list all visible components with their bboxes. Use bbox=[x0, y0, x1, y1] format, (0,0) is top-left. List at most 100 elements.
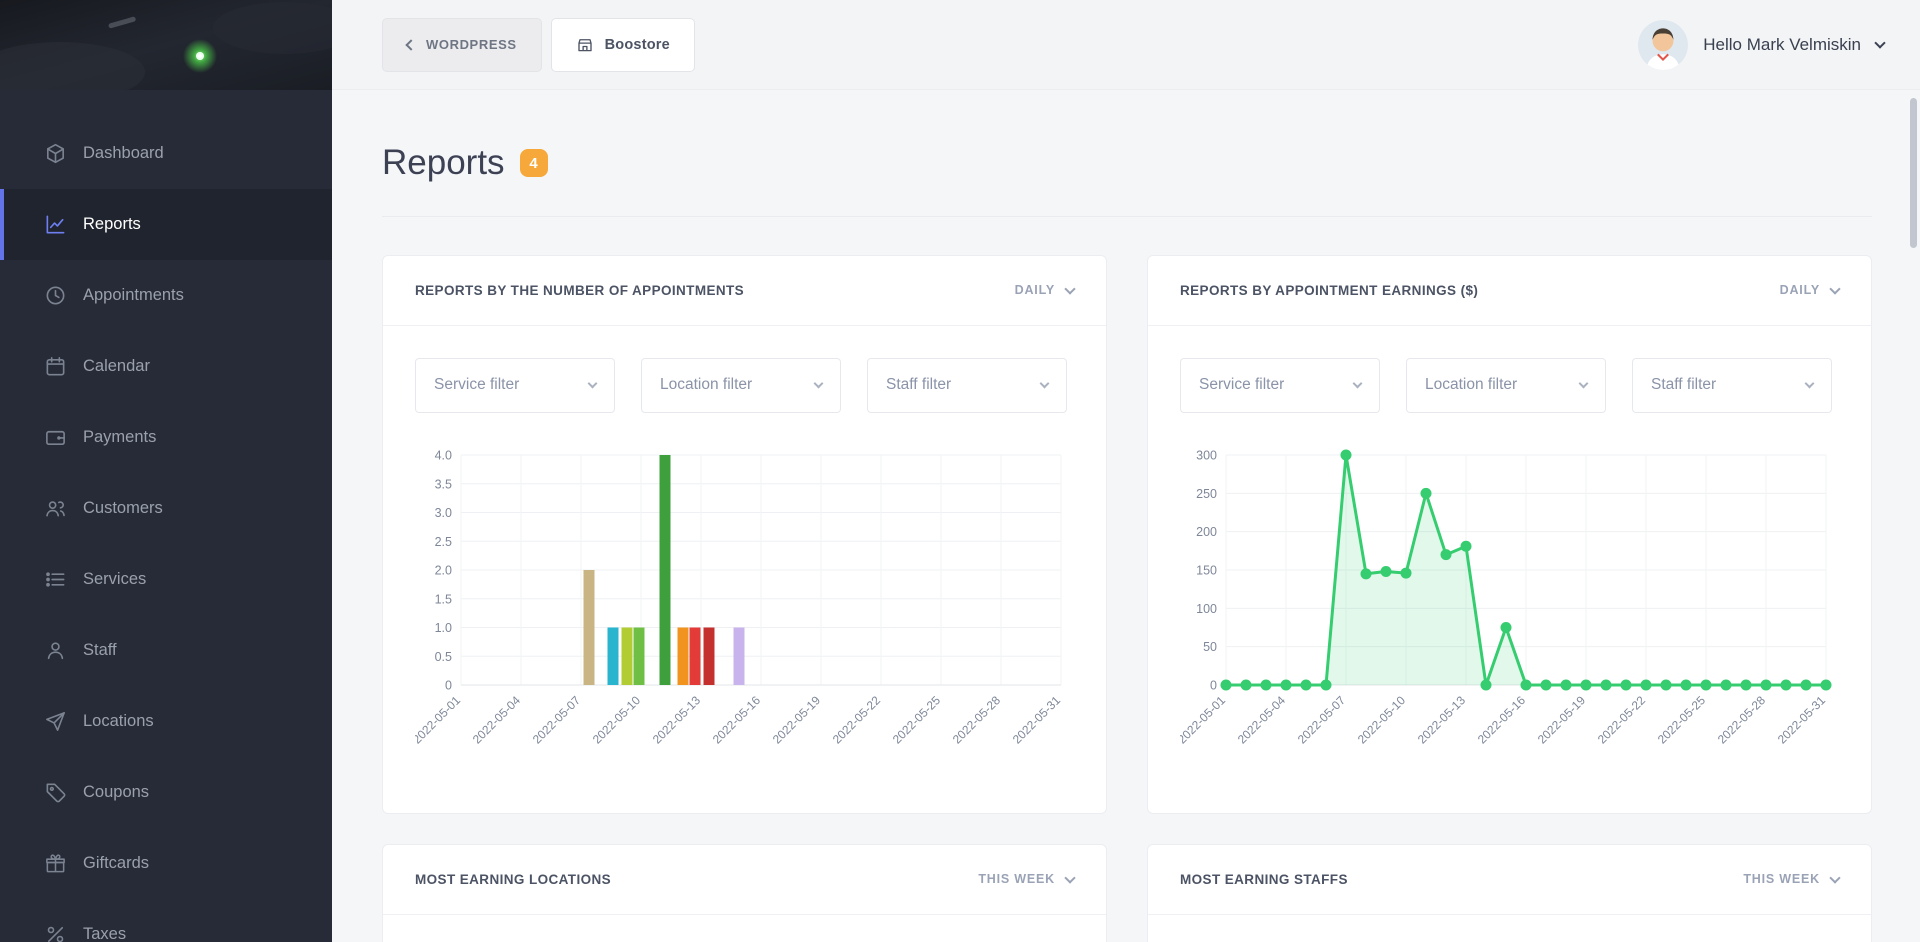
sidebar-item-label: Staff bbox=[83, 641, 117, 660]
locations-period-dropdown[interactable]: THIS WEEK bbox=[978, 872, 1074, 886]
wallet-icon bbox=[44, 426, 67, 449]
sidebar-item-label: Services bbox=[83, 570, 146, 589]
sidebar-item-dashboard[interactable]: Dashboard bbox=[0, 118, 332, 189]
scrollbar[interactable] bbox=[1910, 98, 1917, 248]
calendar-icon bbox=[44, 355, 67, 378]
svg-text:2022-05-01: 2022-05-01 bbox=[1180, 692, 1228, 746]
card-title: MOST EARNING LOCATIONS bbox=[415, 872, 611, 887]
sidebar-item-payments[interactable]: Payments bbox=[0, 402, 332, 473]
sidebar-item-giftcards[interactable]: Giftcards bbox=[0, 828, 332, 899]
svg-text:2022-05-04: 2022-05-04 bbox=[470, 692, 524, 746]
svg-text:2022-05-16: 2022-05-16 bbox=[1475, 692, 1529, 746]
location-filter-select[interactable]: Location filter bbox=[1406, 358, 1606, 413]
chevron-down-icon bbox=[1829, 872, 1840, 883]
svg-text:2022-05-10: 2022-05-10 bbox=[1355, 692, 1409, 746]
reports-count-badge: 4 bbox=[520, 149, 548, 177]
dashboard-icon bbox=[44, 142, 67, 165]
boostore-button[interactable]: Boostore bbox=[551, 18, 695, 72]
cards-grid: REPORTS BY THE NUMBER OF APPOINTMENTS DA… bbox=[382, 255, 1872, 942]
sidebar-item-staff[interactable]: Staff bbox=[0, 615, 332, 686]
svg-text:150: 150 bbox=[1196, 563, 1217, 577]
earnings-report-card: REPORTS BY APPOINTMENT EARNINGS ($) DAIL… bbox=[1147, 255, 1872, 814]
svg-text:2022-05-28: 2022-05-28 bbox=[1715, 692, 1769, 746]
reports-icon bbox=[44, 213, 67, 236]
service-filter-select[interactable]: Service filter bbox=[415, 358, 615, 413]
chevron-down-icon bbox=[1064, 283, 1075, 294]
svg-text:2022-05-28: 2022-05-28 bbox=[950, 692, 1004, 746]
sidebar-item-reports[interactable]: Reports bbox=[0, 189, 332, 260]
clock-icon bbox=[44, 284, 67, 307]
card-title: REPORTS BY APPOINTMENT EARNINGS ($) bbox=[1180, 283, 1478, 298]
sidebar-item-label: Dashboard bbox=[83, 144, 164, 163]
select-value: Location filter bbox=[660, 376, 752, 394]
chevron-down-icon bbox=[1353, 379, 1363, 389]
select-value: Staff filter bbox=[1651, 376, 1716, 394]
sidebar-item-label: Reports bbox=[83, 215, 141, 234]
wordpress-back-button[interactable]: WORDPRESS bbox=[382, 18, 542, 72]
svg-text:2022-05-31: 2022-05-31 bbox=[1010, 692, 1064, 746]
avatar bbox=[1638, 20, 1688, 70]
svg-text:2022-05-10: 2022-05-10 bbox=[590, 692, 644, 746]
sidebar-nav: Dashboard Reports Appointments Calendar … bbox=[0, 90, 332, 942]
sidebar-item-label: Appointments bbox=[83, 286, 184, 305]
staffs-period-dropdown[interactable]: THIS WEEK bbox=[1743, 872, 1839, 886]
svg-text:2022-05-25: 2022-05-25 bbox=[1655, 692, 1709, 746]
card-title: REPORTS BY THE NUMBER OF APPOINTMENTS bbox=[415, 283, 744, 298]
chevron-down-icon bbox=[1064, 872, 1075, 883]
sidebar-item-appointments[interactable]: Appointments bbox=[0, 260, 332, 331]
sidebar-item-label: Coupons bbox=[83, 783, 149, 802]
staff-filter-select[interactable]: Staff filter bbox=[867, 358, 1067, 413]
sidebar-item-locations[interactable]: Locations bbox=[0, 686, 332, 757]
main-area: WORDPRESS Boostore bbox=[332, 0, 1920, 942]
svg-text:3.5: 3.5 bbox=[435, 477, 452, 491]
percent-icon bbox=[44, 923, 67, 942]
card-header: MOST EARNING LOCATIONS THIS WEEK bbox=[383, 845, 1106, 915]
sidebar-logo-image bbox=[0, 0, 332, 90]
svg-text:2022-05-25: 2022-05-25 bbox=[890, 692, 944, 746]
earnings-period-dropdown[interactable]: DAILY bbox=[1780, 283, 1839, 297]
filters-row: Service filter Location filter Staff fil… bbox=[1180, 358, 1839, 413]
chevron-down-icon bbox=[1805, 379, 1815, 389]
chevron-down-icon bbox=[1874, 37, 1885, 48]
sidebar: Dashboard Reports Appointments Calendar … bbox=[0, 0, 332, 942]
sidebar-item-customers[interactable]: Customers bbox=[0, 473, 332, 544]
svg-text:2022-05-13: 2022-05-13 bbox=[650, 692, 704, 746]
svg-text:1.0: 1.0 bbox=[435, 621, 452, 635]
sidebar-item-label: Giftcards bbox=[83, 854, 149, 873]
chevron-down-icon bbox=[588, 379, 598, 389]
most-earning-staffs-card: MOST EARNING STAFFS THIS WEEK bbox=[1147, 844, 1872, 942]
sidebar-item-label: Calendar bbox=[83, 357, 150, 376]
sidebar-item-taxes[interactable]: Taxes bbox=[0, 899, 332, 942]
svg-text:250: 250 bbox=[1196, 486, 1217, 500]
staff-filter-select[interactable]: Staff filter bbox=[1632, 358, 1832, 413]
svg-text:2022-05-16: 2022-05-16 bbox=[710, 692, 764, 746]
period-value: THIS WEEK bbox=[1743, 872, 1820, 886]
location-filter-select[interactable]: Location filter bbox=[641, 358, 841, 413]
app-root: Dashboard Reports Appointments Calendar … bbox=[0, 0, 1920, 942]
svg-text:2022-05-13: 2022-05-13 bbox=[1415, 692, 1469, 746]
svg-text:50: 50 bbox=[1203, 640, 1217, 654]
svg-text:0.5: 0.5 bbox=[435, 649, 452, 663]
period-value: DAILY bbox=[1780, 283, 1820, 297]
chevron-down-icon bbox=[1579, 379, 1589, 389]
card-header: REPORTS BY APPOINTMENT EARNINGS ($) DAIL… bbox=[1148, 256, 1871, 326]
sidebar-item-services[interactable]: Services bbox=[0, 544, 332, 615]
svg-text:2022-05-19: 2022-05-19 bbox=[1535, 692, 1589, 746]
chevron-left-icon bbox=[405, 39, 416, 50]
svg-text:2022-05-22: 2022-05-22 bbox=[1595, 692, 1649, 746]
sidebar-item-calendar[interactable]: Calendar bbox=[0, 331, 332, 402]
user-menu[interactable]: Hello Mark Velmiskin bbox=[1638, 20, 1884, 70]
svg-text:1.5: 1.5 bbox=[435, 592, 452, 606]
sidebar-item-coupons[interactable]: Coupons bbox=[0, 757, 332, 828]
svg-text:2.5: 2.5 bbox=[435, 534, 452, 548]
select-value: Service filter bbox=[434, 376, 519, 394]
svg-text:2022-05-01: 2022-05-01 bbox=[415, 692, 463, 746]
select-value: Staff filter bbox=[886, 376, 951, 394]
sidebar-item-label: Payments bbox=[83, 428, 156, 447]
sidebar-item-label: Customers bbox=[83, 499, 163, 518]
appointments-bar-chart: 00.51.01.52.02.53.03.54.02022-05-012022-… bbox=[415, 441, 1075, 791]
chevron-down-icon bbox=[814, 379, 824, 389]
select-value: Location filter bbox=[1425, 376, 1517, 394]
service-filter-select[interactable]: Service filter bbox=[1180, 358, 1380, 413]
appointments-period-dropdown[interactable]: DAILY bbox=[1015, 283, 1074, 297]
